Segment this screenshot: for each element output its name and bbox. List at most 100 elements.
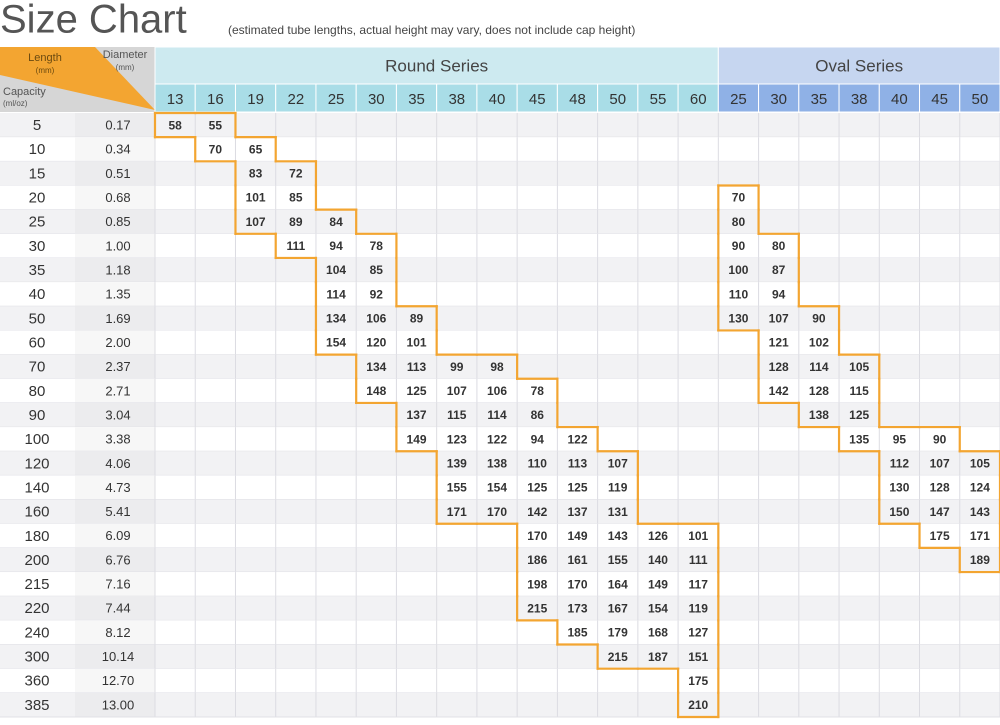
cell-value: 170: [487, 505, 507, 519]
column-header: 35: [408, 91, 425, 108]
cell-value: 85: [289, 191, 303, 205]
cell-value: 134: [326, 312, 346, 326]
cell-value: 58: [168, 118, 182, 132]
capacity-ml: 220: [24, 600, 49, 617]
row-bg: [0, 113, 1000, 138]
cell-value: 70: [209, 142, 223, 156]
column-header: 50: [972, 91, 989, 108]
label-cell: [75, 523, 155, 548]
cell-value: 139: [447, 456, 467, 470]
cell-value: 127: [688, 626, 708, 640]
label-cell: [75, 113, 155, 138]
cell-value: 175: [688, 674, 708, 688]
row-bg: [0, 644, 1000, 669]
column-header: 60: [690, 91, 707, 108]
cell-value: 128: [769, 360, 789, 374]
cell-value: 130: [728, 312, 748, 326]
column-header: 40: [891, 91, 908, 108]
column-header-bg: [194, 83, 236, 113]
cell-value: 107: [608, 456, 628, 470]
capacity-oz: 7.44: [105, 601, 130, 616]
column-header-bg: [597, 83, 639, 113]
cell-value: 90: [933, 432, 947, 446]
cell-value: 105: [970, 456, 990, 470]
label-cell: [75, 354, 155, 379]
cell-value: 215: [527, 601, 547, 615]
cell-value: 87: [772, 263, 786, 277]
capacity-oz: 10.14: [102, 649, 135, 664]
column-header: 16: [207, 91, 224, 108]
column-header-bg: [234, 83, 277, 113]
cell-value: 123: [447, 432, 467, 446]
cell-value: 135: [849, 432, 869, 446]
cell-value: 143: [608, 529, 628, 543]
capacity-ml: 50: [29, 310, 46, 327]
capacity-ml: 385: [24, 697, 49, 714]
cell-value: 210: [688, 698, 708, 712]
cell-value: 149: [407, 432, 427, 446]
cell-value: 113: [568, 456, 588, 470]
cell-value: 122: [567, 432, 587, 446]
capacity-oz: 4.73: [105, 480, 130, 495]
column-header: 45: [529, 91, 546, 108]
row-bg: [0, 596, 1000, 621]
capacity-oz: 6.09: [105, 528, 130, 543]
cell-value: 142: [527, 505, 547, 519]
cell-value: 122: [487, 432, 507, 446]
column-header-bg: [516, 83, 558, 113]
capacity-oz: 1.35: [105, 287, 130, 302]
row-bg: [0, 306, 1000, 331]
cell-value: 125: [567, 481, 587, 495]
cell-value: 94: [531, 432, 545, 446]
cell-value: 112: [890, 456, 910, 470]
label-cell: [75, 402, 155, 428]
capacity-ml: 200: [24, 552, 49, 569]
cell-value: 92: [370, 287, 384, 301]
capacity-ml: 215: [24, 576, 49, 593]
cell-value: 215: [608, 650, 628, 664]
cell-value: 149: [648, 577, 668, 591]
row-bg: [0, 137, 1000, 162]
title: Size Chart: [0, 0, 187, 42]
capacity-ml: 160: [24, 504, 49, 521]
cell-value: 78: [531, 384, 545, 398]
row-bg: [0, 378, 1000, 403]
row-bg: [0, 547, 1000, 573]
row-bg: [0, 523, 1000, 548]
length-unit: (mm): [36, 66, 55, 75]
row-bg: [0, 451, 1000, 476]
capacity-oz: 0.34: [105, 142, 130, 157]
label-cell: [75, 378, 155, 403]
cell-value: 101: [246, 191, 266, 205]
cell-value: 83: [249, 167, 263, 181]
capacity-oz: 2.37: [105, 359, 130, 374]
cell-value: 154: [648, 601, 668, 615]
capacity-oz: 3.38: [105, 432, 130, 447]
cell-value: 155: [608, 553, 628, 567]
cell-value: 124: [970, 481, 990, 495]
column-header: 45: [931, 91, 948, 108]
cell-value: 142: [769, 384, 789, 398]
capacity-ml: 30: [29, 238, 46, 255]
capacity-oz: 2.00: [105, 335, 130, 350]
cell-value: 72: [289, 167, 303, 181]
capacity-oz: 0.17: [105, 118, 130, 133]
column-header-bg: [878, 83, 921, 113]
subtitle: (estimated tube lengths, actual height m…: [228, 23, 635, 37]
cell-value: 106: [487, 384, 507, 398]
cell-value: 175: [930, 529, 950, 543]
row-bg: [0, 402, 1000, 428]
corner-wedge: [0, 47, 155, 110]
cell-value: 148: [366, 384, 386, 398]
column-header-bg: [798, 83, 840, 113]
cell-value: 187: [648, 650, 668, 664]
capacity-ml: 180: [24, 528, 49, 545]
row-bg: [0, 354, 1000, 379]
cell-value: 171: [447, 505, 467, 519]
cell-value: 125: [407, 384, 427, 398]
cell-value: 143: [970, 505, 990, 519]
label-cell: [75, 233, 155, 258]
cell-value: 115: [849, 384, 869, 398]
capacity-oz: 12.70: [102, 673, 135, 688]
cell-value: 101: [688, 529, 708, 543]
